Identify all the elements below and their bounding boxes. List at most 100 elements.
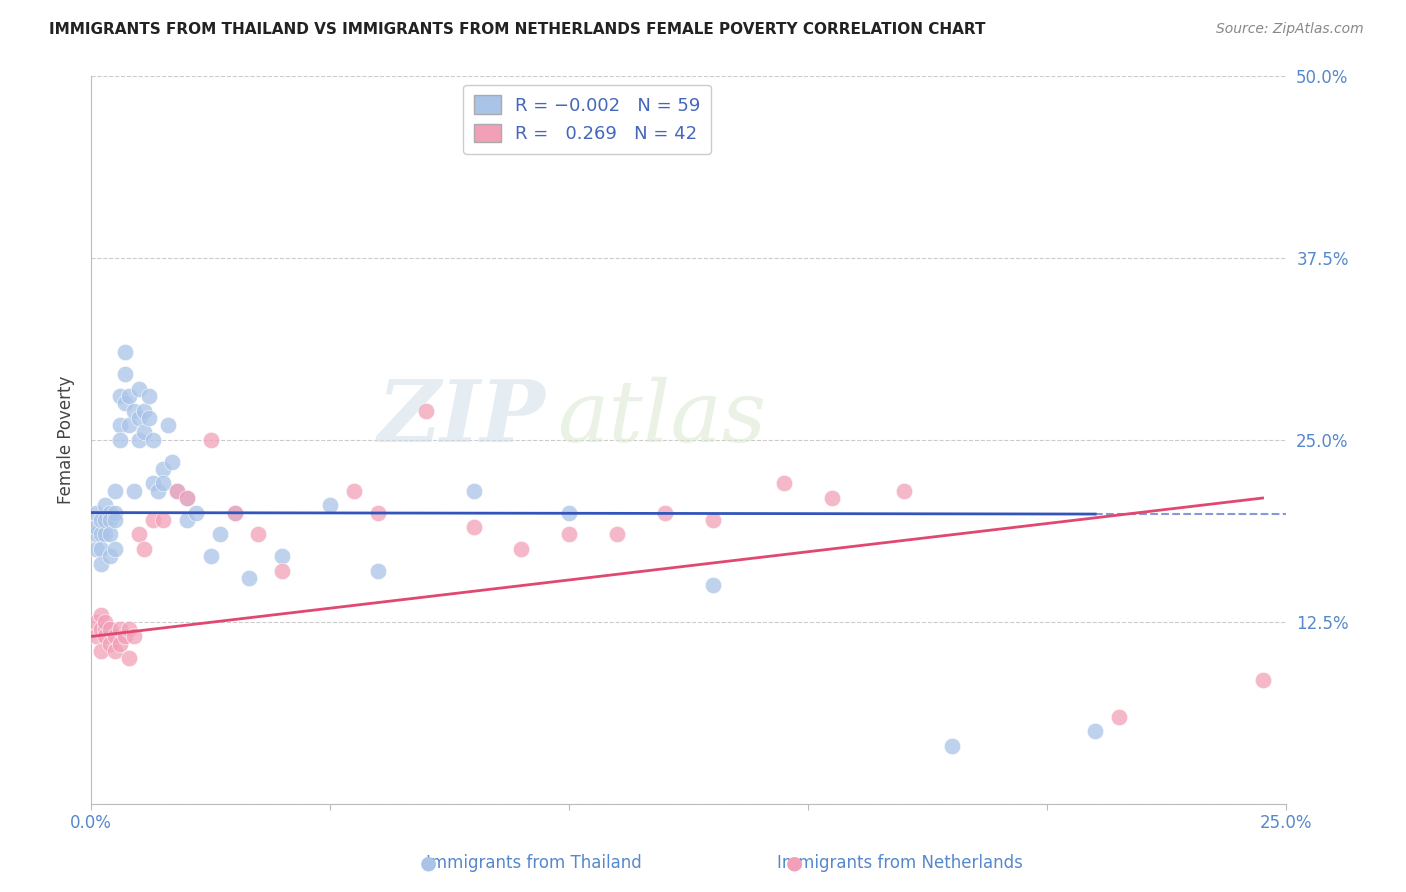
Point [108, 622, 131, 636]
Point [90, 557, 112, 571]
Point [98, 513, 121, 527]
Point [94, 513, 117, 527]
Point [90, 622, 112, 636]
Point [132, 425, 155, 440]
Point [138, 410, 160, 425]
Point [152, 513, 174, 527]
Point [367, 564, 389, 578]
Point [114, 629, 136, 643]
Point [463, 483, 485, 498]
Point [104, 483, 127, 498]
Point [94, 527, 117, 541]
Point [94, 629, 117, 643]
Point [114, 396, 136, 410]
Point [108, 418, 131, 433]
Point [128, 410, 150, 425]
Point [132, 403, 155, 417]
Point [367, 506, 389, 520]
Point [893, 483, 915, 498]
Point [146, 483, 169, 498]
Point [343, 483, 366, 498]
Point [122, 403, 145, 417]
Point [176, 491, 198, 505]
Point [108, 389, 131, 403]
Point [162, 454, 184, 468]
Point [90, 644, 112, 658]
Point [941, 739, 963, 753]
Point [90, 607, 112, 622]
Point [84, 506, 107, 520]
Point [122, 629, 145, 643]
Point [142, 513, 165, 527]
Y-axis label: Female Poverty: Female Poverty [58, 376, 75, 504]
Point [702, 513, 724, 527]
Point [247, 527, 270, 541]
Point [558, 506, 581, 520]
Point [1084, 724, 1107, 739]
Point [128, 527, 150, 541]
Point [84, 527, 107, 541]
Point [606, 527, 628, 541]
Point [84, 520, 107, 534]
Point [132, 541, 155, 556]
Text: ●: ● [786, 854, 803, 873]
Point [209, 527, 232, 541]
Point [118, 651, 141, 665]
Point [98, 637, 121, 651]
Point [108, 433, 131, 447]
Point [90, 541, 112, 556]
Point [224, 506, 246, 520]
Point [84, 615, 107, 629]
Point [98, 527, 121, 541]
Text: IMMIGRANTS FROM THAILAND VS IMMIGRANTS FROM NETHERLANDS FEMALE POVERTY CORRELATI: IMMIGRANTS FROM THAILAND VS IMMIGRANTS F… [49, 22, 986, 37]
Point [104, 506, 127, 520]
Point [821, 491, 844, 505]
Point [142, 433, 165, 447]
Point [271, 564, 294, 578]
Point [84, 629, 107, 643]
Point [176, 491, 198, 505]
Point [98, 622, 121, 636]
Point [98, 506, 121, 520]
Point [98, 549, 121, 564]
Point [200, 549, 222, 564]
Point [510, 541, 533, 556]
Point [114, 367, 136, 381]
Point [84, 541, 107, 556]
Point [319, 498, 342, 512]
Point [558, 527, 581, 541]
Point [142, 476, 165, 491]
Point [152, 476, 174, 491]
Point [166, 483, 188, 498]
Point [654, 506, 676, 520]
Point [156, 418, 179, 433]
Text: atlas: atlas [557, 376, 766, 459]
Point [94, 615, 117, 629]
Point [94, 622, 117, 636]
Point [271, 549, 294, 564]
Legend: R = −0.002   N = 59, R =   0.269   N = 42: R = −0.002 N = 59, R = 0.269 N = 42 [463, 85, 711, 154]
Text: Source: ZipAtlas.com: Source: ZipAtlas.com [1216, 22, 1364, 37]
Point [176, 513, 198, 527]
Text: Immigrants from Thailand: Immigrants from Thailand [426, 855, 643, 872]
Point [118, 389, 141, 403]
Point [104, 513, 127, 527]
Point [114, 345, 136, 359]
Point [122, 483, 145, 498]
Point [702, 578, 724, 592]
Point [118, 418, 141, 433]
Point [773, 476, 796, 491]
Point [90, 527, 112, 541]
Point [166, 483, 188, 498]
Point [104, 629, 127, 643]
Text: ZIP: ZIP [377, 376, 546, 459]
Point [200, 433, 222, 447]
Point [224, 506, 246, 520]
Point [186, 506, 208, 520]
Point [128, 433, 150, 447]
Point [1108, 709, 1130, 723]
Text: Immigrants from Netherlands: Immigrants from Netherlands [778, 855, 1022, 872]
Point [415, 403, 437, 417]
Point [238, 571, 260, 585]
Point [108, 637, 131, 651]
